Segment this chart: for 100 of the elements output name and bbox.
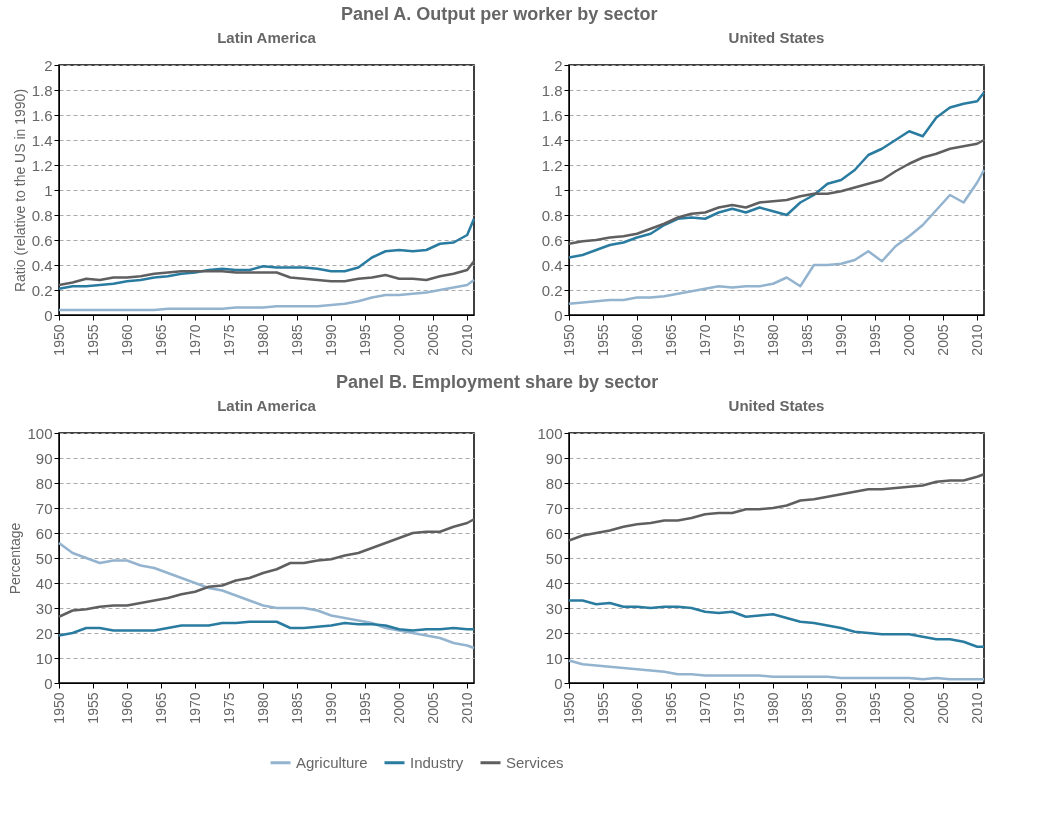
x-tick-label: 2005 [934, 324, 951, 356]
x-tick-label: 2010 [458, 324, 475, 356]
y-tick-label: 10 [35, 649, 53, 667]
y-tick-label: 1.2 [541, 156, 563, 174]
x-tick-label: 2000 [900, 324, 917, 356]
y-tick-label: 30 [35, 599, 53, 617]
chart-title: Latin America [217, 29, 317, 46]
y-tick-label: 90 [35, 449, 53, 467]
y-tick-label: 100 [27, 424, 53, 442]
y-tick-label: 40 [545, 574, 563, 592]
y-tick-label: 1 [44, 181, 53, 199]
y-tick-label: 1.6 [31, 106, 53, 124]
y-tick-label: 40 [35, 574, 53, 592]
x-tick-label: 2010 [968, 324, 985, 356]
x-tick-label: 2005 [424, 324, 441, 356]
y-tick-label: 0.6 [541, 231, 563, 249]
x-tick-label: 1990 [322, 324, 339, 356]
x-tick-label: 1985 [798, 692, 815, 724]
y-tick-label: 70 [35, 499, 53, 517]
x-tick-label: 2000 [390, 324, 407, 356]
y-tick-label: 60 [35, 524, 53, 542]
chart-title: United States [728, 397, 825, 414]
line-series [567, 473, 986, 542]
x-tick-label: 1950 [560, 324, 577, 356]
line-series [57, 518, 476, 618]
y-tick-label: 50 [545, 549, 563, 567]
x-tick-label: 1965 [152, 324, 169, 356]
x-tick-label: 2010 [458, 692, 475, 724]
chart-title: Latin America [217, 397, 317, 414]
x-tick-label: 1990 [322, 692, 339, 724]
x-tick-label: 2000 [900, 692, 917, 724]
x-tick-label: 2005 [424, 692, 441, 724]
y-tick-label: 0.2 [541, 281, 563, 299]
x-tick-label: 1970 [696, 692, 713, 724]
x-tick-label: 1985 [288, 692, 305, 724]
x-tick-label: 2000 [390, 692, 407, 724]
line-series [567, 599, 986, 648]
x-tick-label: 1970 [186, 324, 203, 356]
x-tick-label: 1980 [254, 692, 271, 724]
y-axis-title: Ratio (relative to the US in 1990) [11, 88, 28, 293]
y-tick-label: 1.2 [31, 156, 53, 174]
legend-label: Agriculture [296, 753, 368, 771]
y-tick-label: 0.2 [31, 281, 53, 299]
y-tick-label: 0.6 [31, 231, 53, 249]
x-tick-label: 1965 [152, 692, 169, 724]
x-tick-label: 2010 [968, 692, 985, 724]
x-tick-label: 1970 [696, 324, 713, 356]
y-tick-label: 1.8 [31, 81, 53, 99]
y-tick-label: 20 [545, 624, 563, 642]
y-tick-label: 10 [545, 649, 563, 667]
x-tick-label: 1960 [118, 692, 135, 724]
line-series [57, 217, 476, 290]
x-tick-label: 1960 [628, 692, 645, 724]
x-tick-label: 1950 [50, 324, 67, 356]
y-tick-label: 60 [545, 524, 563, 542]
x-tick-label: 1975 [730, 324, 747, 356]
x-tick-label: 1995 [356, 324, 373, 356]
y-tick-label: 0 [554, 306, 563, 324]
x-tick-label: 1950 [560, 692, 577, 724]
y-tick-label: 0 [554, 674, 563, 692]
x-tick-label: 1970 [186, 692, 203, 724]
x-tick-label: 1965 [662, 324, 679, 356]
y-tick-label: 50 [35, 549, 53, 567]
x-tick-label: 1995 [866, 692, 883, 724]
y-tick-label: 70 [545, 499, 563, 517]
x-tick-label: 1995 [356, 692, 373, 724]
line-series [567, 91, 986, 259]
text: Panel B. Employment share by sector [336, 372, 659, 393]
line-series [57, 541, 476, 650]
y-tick-label: 0 [44, 306, 53, 324]
x-tick-label: 1955 [84, 324, 101, 356]
y-tick-label: 0.4 [31, 256, 53, 274]
x-tick-label: 1975 [730, 692, 747, 724]
x-tick-label: 1960 [628, 324, 645, 356]
y-tick-label: 100 [537, 424, 563, 442]
y-tick-label: 1.6 [541, 106, 563, 124]
y-tick-label: 30 [545, 599, 563, 617]
x-tick-label: 1995 [866, 324, 883, 356]
x-tick-label: 1950 [50, 692, 67, 724]
y-tick-label: 1.8 [541, 81, 563, 99]
line-series [57, 278, 476, 312]
x-tick-label: 1990 [832, 692, 849, 724]
y-tick-label: 80 [35, 474, 53, 492]
x-tick-label: 1990 [832, 324, 849, 356]
x-tick-label: 1975 [220, 692, 237, 724]
chart-title: United States [728, 29, 825, 46]
x-tick-label: 1965 [662, 692, 679, 724]
y-tick-label: 2 [44, 56, 53, 74]
x-tick-label: 1975 [220, 324, 237, 356]
x-tick-label: 1980 [254, 324, 271, 356]
y-tick-label: 0.8 [31, 206, 53, 224]
x-tick-label: 1955 [594, 324, 611, 356]
x-tick-label: 1955 [594, 692, 611, 724]
legend-label: Industry [410, 753, 464, 771]
x-tick-label: 2005 [934, 692, 951, 724]
y-tick-label: 0.4 [541, 256, 563, 274]
y-axis-title: Percentage [7, 522, 24, 595]
y-tick-label: 90 [545, 449, 563, 467]
x-tick-label: 1980 [764, 324, 781, 356]
x-tick-label: 1980 [764, 692, 781, 724]
